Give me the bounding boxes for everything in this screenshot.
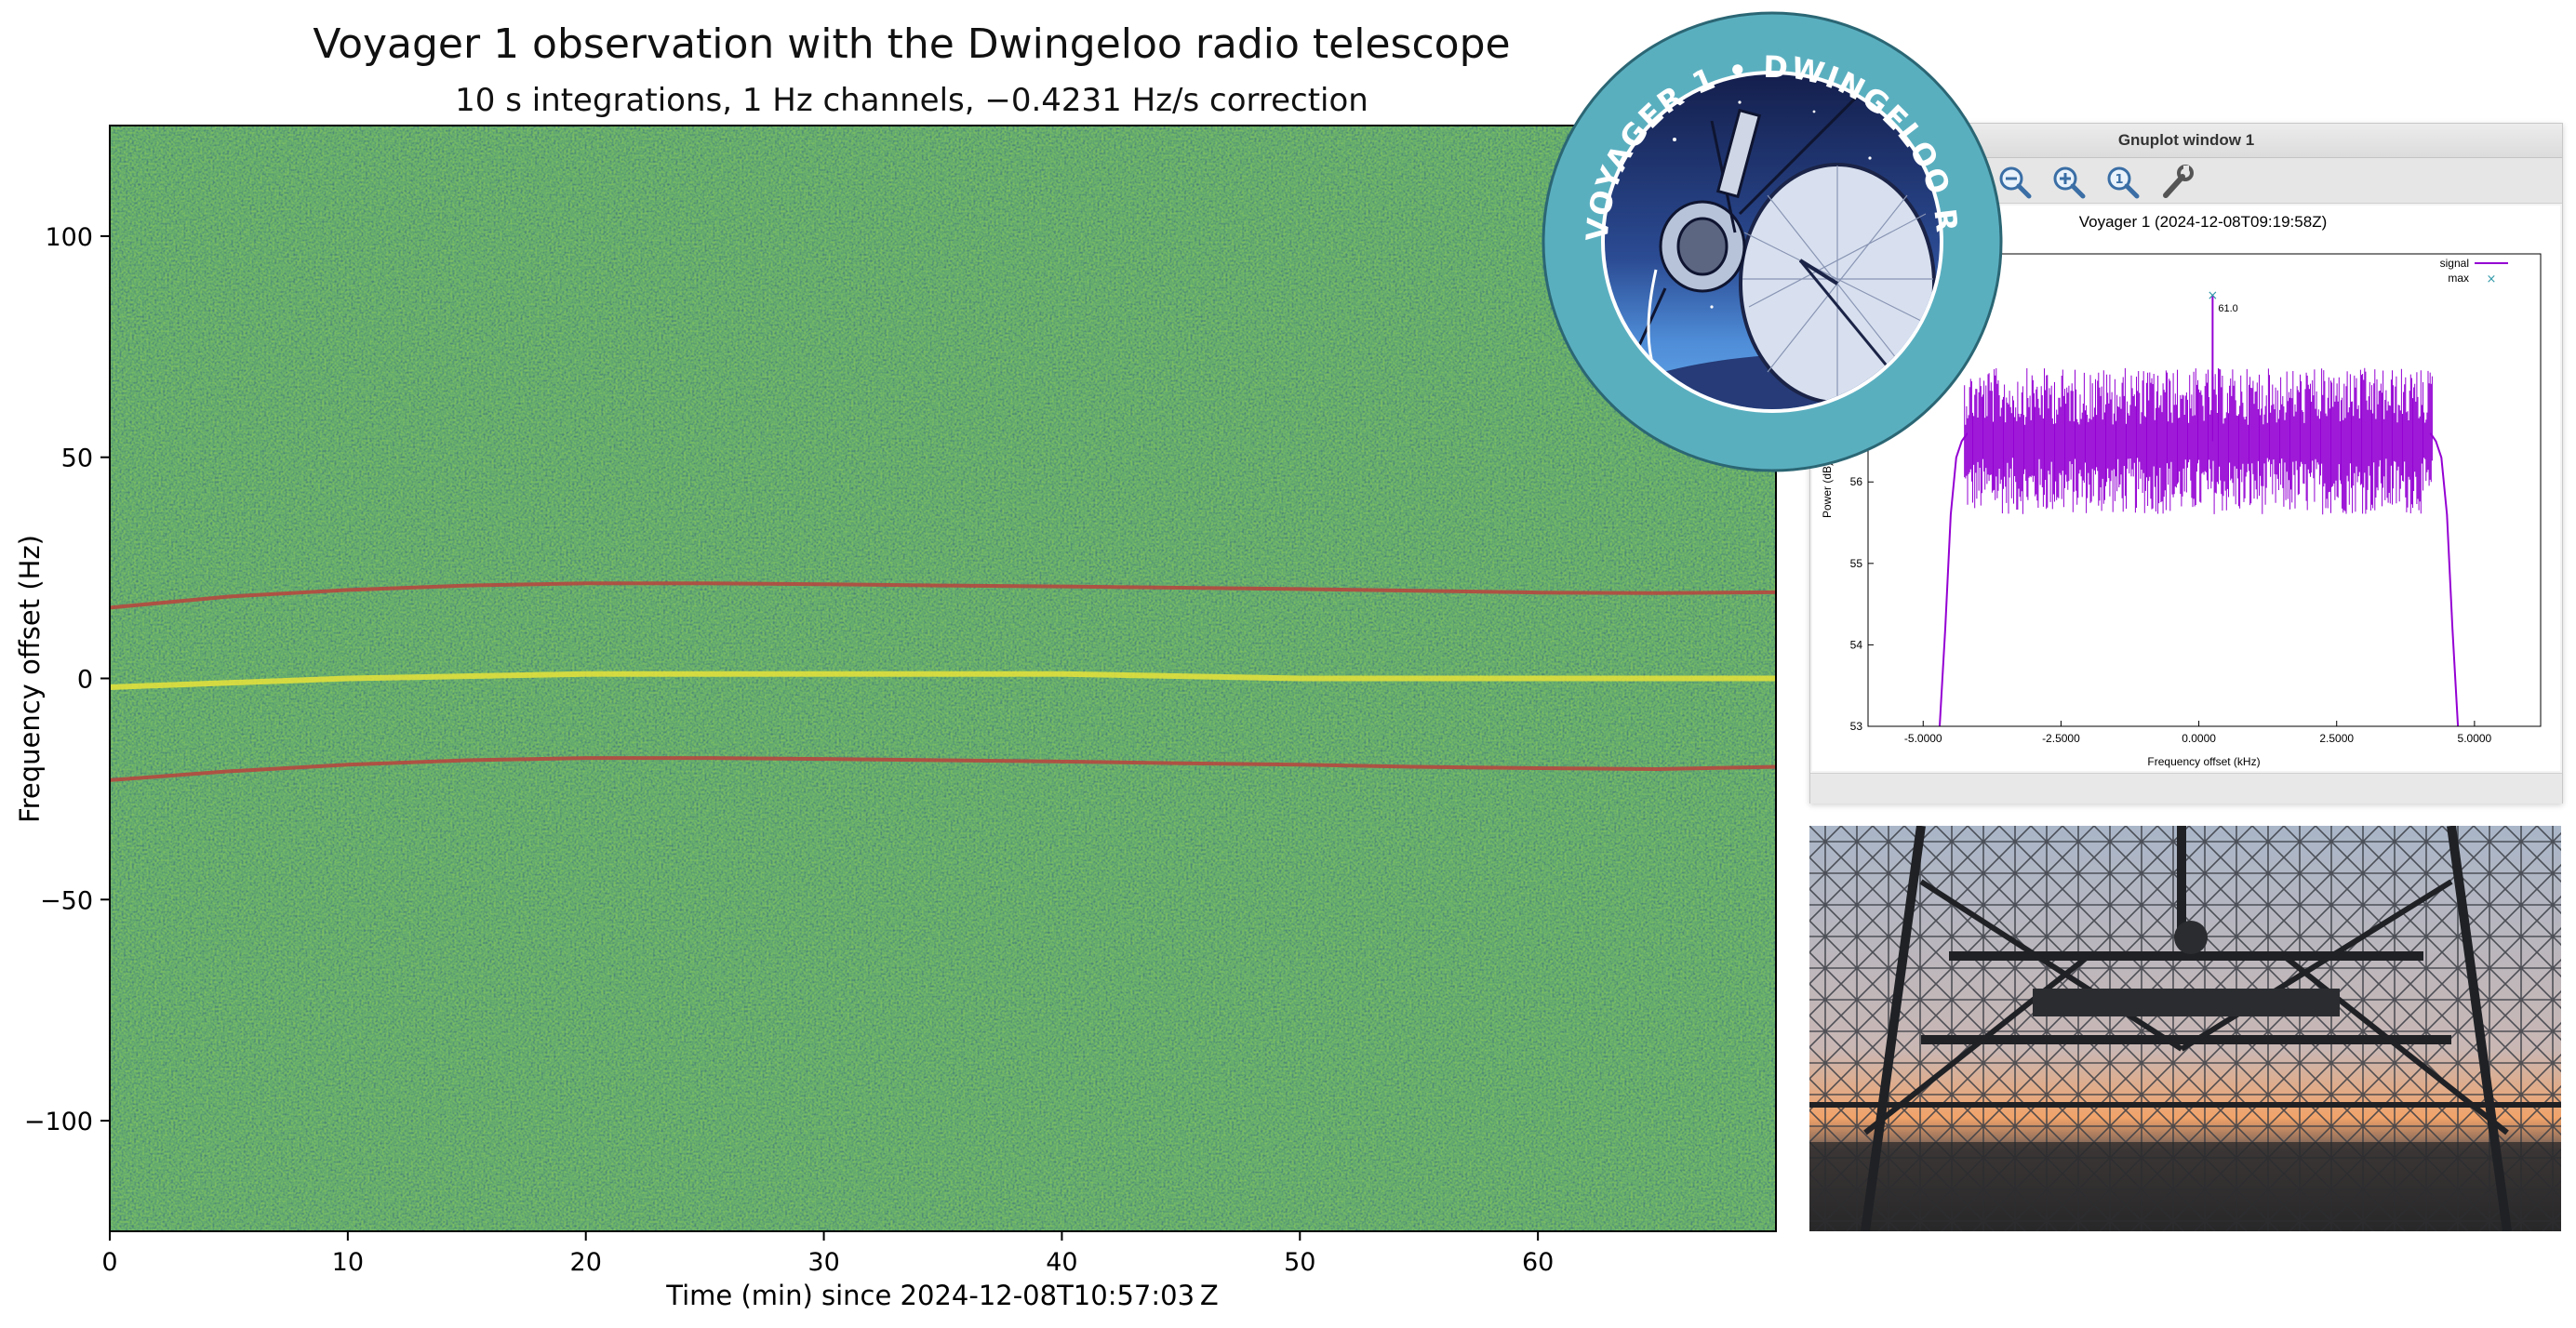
spectrum-y-label: Power (dB) (1821, 462, 1834, 518)
chart-subtitle: 10 s integrations, 1 Hz channels, −0.423… (455, 82, 1368, 119)
legend-max-label: max (2448, 272, 2469, 285)
signal-noise-band (1964, 367, 2433, 515)
spectrum-x-tick-label: 5.0000 (2458, 732, 2492, 745)
gnuplot-status-bar (1810, 773, 2562, 803)
spectrum-legend: signal max × (2440, 257, 2508, 286)
spectrum-x-label: Frequency offset (kHz) (2147, 755, 2260, 768)
max-marker: × (2208, 288, 2219, 303)
carrier-line (110, 671, 1776, 690)
spectrum-y-tick-label: 55 (1850, 557, 1863, 570)
y-tick-label: 0 (77, 666, 93, 695)
x-tick-label: 10 (332, 1248, 364, 1277)
x-tick-label: 20 (570, 1248, 602, 1277)
y-tick-label: 50 (61, 445, 93, 473)
zoom-reset-icon[interactable]: 1 (2104, 164, 2142, 201)
peak-annotation: 61.0 (2218, 303, 2237, 314)
spectrum-y-tick-label: 54 (1850, 638, 1863, 651)
spectrum-title: Voyager 1 (2024-12-08T09:19:58Z) (2079, 213, 2328, 231)
telescope-photo (1809, 826, 2561, 1231)
zoom-out-icon[interactable] (1996, 164, 2034, 201)
x-tick-label: 60 (1522, 1248, 1554, 1277)
spectrum-x-tick-label: -2.5000 (2042, 732, 2080, 745)
y-tick-label: −100 (24, 1108, 93, 1136)
x-tick-label: 40 (1046, 1248, 1077, 1277)
sideband-line-1 (110, 581, 1776, 610)
legend-signal-label: signal (2440, 257, 2469, 270)
sideband-line-2 (110, 756, 1776, 782)
x-tick-label: 50 (1284, 1248, 1315, 1277)
spectrum-y-tick-label: 53 (1850, 720, 1863, 733)
spectrum-x-tick-label: -5.0000 (1904, 732, 1942, 745)
settings-wrench-icon[interactable] (2158, 164, 2196, 201)
spectrum-x-tick-label: 0.0000 (2182, 732, 2216, 745)
y-tick-label: 100 (45, 223, 93, 252)
waterfall-chart: 0 10 20 30 40 50 60 100 50 0 −50 −100 Time (min) si… (14, 125, 1777, 1311)
x-axis-label: Time (min) since 2024-12-08T10:57:03 Z (665, 1280, 1218, 1311)
zoom-in-icon[interactable] (2050, 164, 2088, 201)
x-tick-label: 30 (808, 1248, 839, 1277)
legend-max-marker: × (2487, 272, 2497, 286)
x-tick-label: 0 (101, 1248, 117, 1277)
y-tick-label: −50 (40, 886, 93, 915)
svg-text:1: 1 (2115, 173, 2123, 187)
signal-right-edge (2429, 432, 2460, 727)
spectrum-x-tick-label: 2.5000 (2319, 732, 2354, 745)
signal-left-edge (1939, 432, 1969, 727)
chart-title: Voyager 1 observation with the Dwingeloo… (313, 20, 1511, 68)
mission-badge: VOYAGER 1 • DWINGELOO RADIO TELESCOPE • … (1502, 0, 2028, 474)
spectrum-y-tick-label: 56 (1850, 475, 1863, 488)
y-axis-label: Frequency offset (Hz) (14, 535, 46, 823)
spectrum-frame (1867, 253, 2542, 727)
